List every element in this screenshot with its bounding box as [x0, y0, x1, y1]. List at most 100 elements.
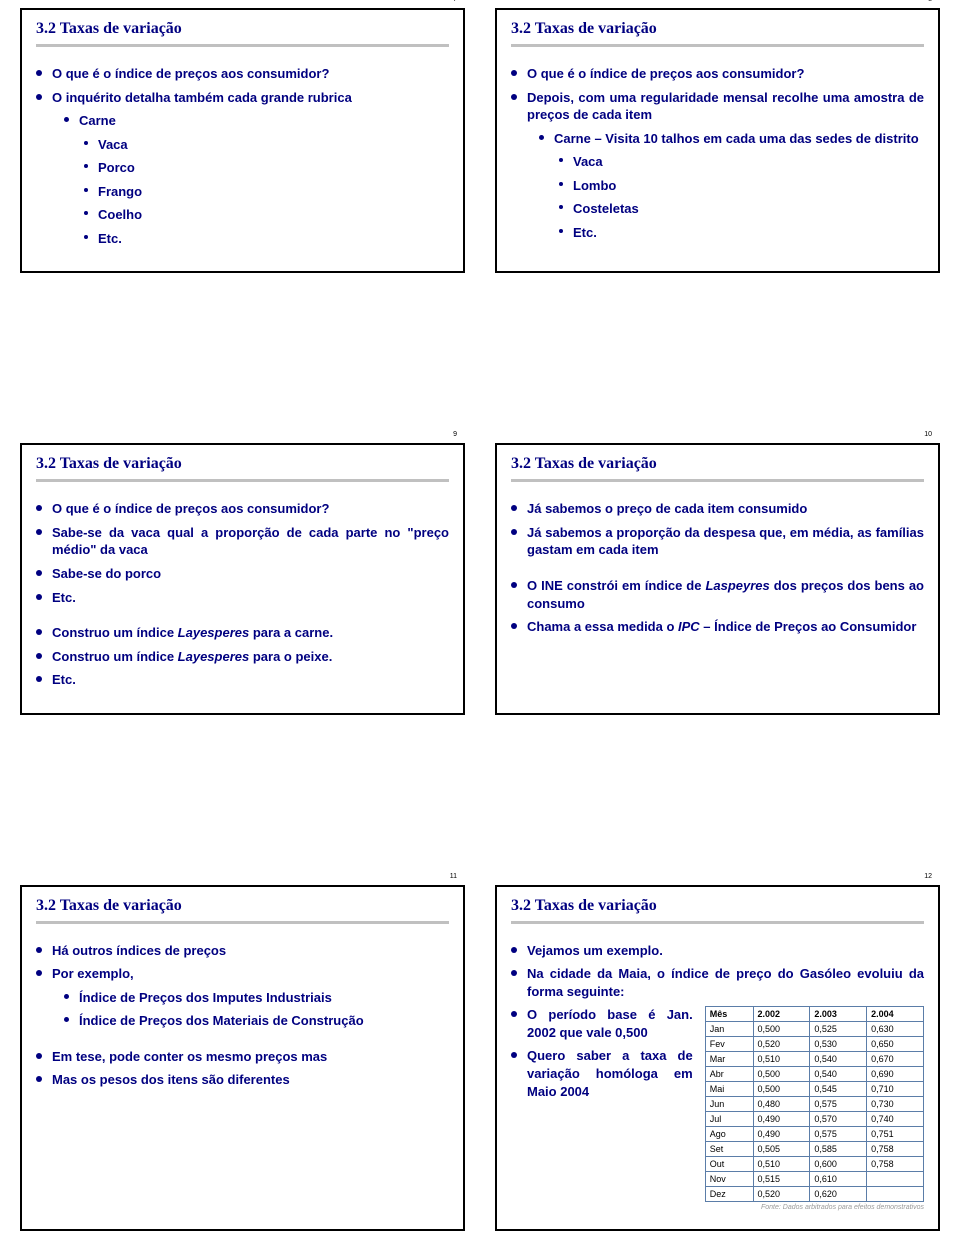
table-cell: 0,480 — [753, 1097, 810, 1112]
bullet-text: Construo um índice Layesperes para a car… — [52, 624, 333, 642]
bullet-item: O que é o índice de preços aos consumido… — [36, 65, 449, 83]
title-rule — [36, 921, 449, 924]
bullet-item: Etc. — [559, 224, 924, 242]
slide-title: 3.2 Taxas de variação — [36, 897, 449, 915]
table-cell: Abr — [705, 1067, 753, 1082]
bullet-text: Mas os pesos dos itens são diferentes — [52, 1071, 290, 1089]
bullet-dot — [84, 211, 88, 215]
bullet-item: O INE constrói em índice de Laspeyres do… — [511, 577, 924, 612]
slide-11: 11 3.2 Taxas de variação Há outros índic… — [20, 885, 465, 1232]
bullet-dot — [36, 505, 42, 511]
slide-intro: Vejamos um exemplo.Na cidade da Maia, o … — [511, 942, 924, 1001]
page-number: 7 — [453, 0, 457, 3]
bullet-item: O período base é Jan. 2002 que vale 0,50… — [511, 1006, 693, 1041]
bullet-text: O que é o índice de preços aos consumido… — [52, 500, 329, 518]
bullet-dot — [64, 994, 69, 999]
slide-title: 3.2 Taxas de variação — [36, 20, 449, 38]
bullet-text: Índice de Preços dos Materiais de Constr… — [79, 1012, 364, 1030]
bullet-dot — [559, 229, 563, 233]
table-cell: 0,575 — [810, 1097, 867, 1112]
bullet-text: Já sabemos a proporção da despesa que, e… — [527, 524, 924, 559]
table-row: Nov0,5150,610 — [705, 1172, 923, 1187]
bullet-text: Há outros índices de preços — [52, 942, 226, 960]
bullet-dot — [559, 205, 563, 209]
bullet-text: Etc. — [52, 671, 76, 689]
bullet-dot — [36, 529, 42, 535]
bullet-dot — [36, 1076, 42, 1082]
title-rule — [36, 479, 449, 482]
slide-grid: 7 3.2 Taxas de variação O que é o índice… — [20, 8, 940, 1231]
bullet-text: O inquérito detalha também cada grande r… — [52, 89, 352, 107]
bullet-text: Chama a essa medida o IPC – Índice de Pr… — [527, 618, 916, 636]
bullet-item: Na cidade da Maia, o índice de preço do … — [511, 965, 924, 1000]
table-row: Jul0,4900,5700,740 — [705, 1112, 923, 1127]
table-cell: 0,520 — [753, 1187, 810, 1202]
table-cell: 0,510 — [753, 1052, 810, 1067]
page-number: 9 — [453, 431, 457, 438]
slide-body: Há outros índices de preços Por exemplo, Í… — [36, 942, 449, 1089]
bullet-item: Construo um índice Layesperes para a car… — [36, 624, 449, 642]
table-cell: Dez — [705, 1187, 753, 1202]
bullet-text: Já sabemos o preço de cada item consumid… — [527, 500, 807, 518]
table-cell: 0,758 — [867, 1142, 924, 1157]
table-cell: 0,710 — [867, 1082, 924, 1097]
bullet-dot — [36, 1053, 42, 1059]
bullet-item: Por exemplo, — [36, 965, 449, 983]
table-cell: Set — [705, 1142, 753, 1157]
bullet-item: Vaca — [84, 136, 449, 154]
page-number: 12 — [924, 873, 932, 880]
table-cell: Fev — [705, 1037, 753, 1052]
bullet-text: Etc. — [52, 589, 76, 607]
bullet-dot — [64, 117, 69, 122]
page-number: 11 — [450, 873, 457, 880]
bullet-item: O que é o índice de preços aos consumido… — [511, 65, 924, 83]
bullet-dot — [539, 135, 544, 140]
bullet-item: Vaca — [559, 153, 924, 171]
bullet-dot — [559, 158, 563, 162]
slide-12-left: O período base é Jan. 2002 que vale 0,50… — [511, 1006, 693, 1106]
bullet-item: Chama a essa medida o IPC – Índice de Pr… — [511, 618, 924, 636]
bullet-item: Costeletas — [559, 200, 924, 218]
bullet-text: Vaca — [98, 136, 128, 154]
table-cell: Ago — [705, 1127, 753, 1142]
bullet-dot — [36, 70, 42, 76]
table-cell: 0,758 — [867, 1157, 924, 1172]
bullet-text: Costeletas — [573, 200, 639, 218]
table-cell: Jun — [705, 1097, 753, 1112]
bullet-item: Etc. — [36, 589, 449, 607]
bullet-text: O período base é Jan. 2002 que vale 0,50… — [527, 1006, 693, 1041]
slide-7: 7 3.2 Taxas de variação O que é o índice… — [20, 8, 465, 273]
slide-12-right: Mês2.0022.0032.004 Jan0,5000,5250,630Fev… — [705, 1006, 924, 1211]
bullet-text: Carne – Visita 10 talhos em cada uma das… — [554, 130, 919, 148]
table-header: Mês — [705, 1007, 753, 1022]
bullet-item: Sabe-se do porco — [36, 565, 449, 583]
slide-12-row: O período base é Jan. 2002 que vale 0,50… — [511, 1006, 924, 1211]
table-cell: 0,490 — [753, 1112, 810, 1127]
bullet-text: Etc. — [573, 224, 597, 242]
table-cell: 0,525 — [810, 1022, 867, 1037]
table-cell: 0,505 — [753, 1142, 810, 1157]
slide-body: O que é o índice de preços aos consumido… — [36, 500, 449, 688]
bullet-item: Depois, com uma regularidade mensal reco… — [511, 89, 924, 124]
table-row: Fev0,5200,5300,650 — [705, 1037, 923, 1052]
table-row: Out0,5100,6000,758 — [705, 1157, 923, 1172]
bullet-item: Coelho — [84, 206, 449, 224]
title-rule — [36, 44, 449, 47]
table-header: 2.003 — [810, 1007, 867, 1022]
table-cell — [867, 1187, 924, 1202]
bullet-item: Índice de Preços dos Materiais de Constr… — [64, 1012, 449, 1030]
table-cell: 0,540 — [810, 1067, 867, 1082]
table-row: Set0,5050,5850,758 — [705, 1142, 923, 1157]
bullet-dot — [64, 1017, 69, 1022]
table-cell: 0,620 — [810, 1187, 867, 1202]
slide-title: 3.2 Taxas de variação — [511, 455, 924, 473]
slide-body: Já sabemos o preço de cada item consumid… — [511, 500, 924, 635]
bullet-item: Carne — [64, 112, 449, 130]
bullet-text: Em tese, pode conter os mesmo preços mas — [52, 1048, 327, 1066]
table-cell: 0,490 — [753, 1127, 810, 1142]
bullet-dot — [84, 235, 88, 239]
table-header: 2.004 — [867, 1007, 924, 1022]
slide-10: 10 3.2 Taxas de variação Já sabemos o pr… — [495, 443, 940, 714]
bullet-text: O que é o índice de preços aos consumido… — [52, 65, 329, 83]
bullet-text: Lombo — [573, 177, 616, 195]
